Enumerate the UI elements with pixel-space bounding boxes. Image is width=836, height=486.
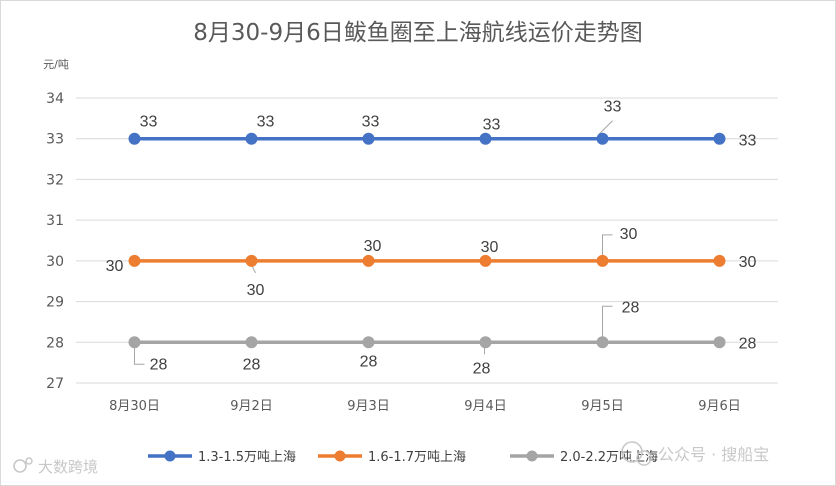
watermark-logo-icon-small — [25, 457, 33, 465]
chart-title: 8月30-9月6日鲅鱼圈至上海航线运价走势图 — [193, 20, 642, 46]
data-label: 33 — [483, 117, 501, 134]
legend-swatch-marker — [164, 450, 176, 462]
leader-line — [134, 346, 145, 365]
data-point — [713, 254, 726, 267]
legend-label: 1.3-1.5万吨上海 — [198, 450, 296, 465]
y-tick-label: 31 — [46, 213, 64, 229]
watermark-logo-icon — [13, 459, 27, 473]
y-tick-label: 33 — [46, 132, 64, 148]
x-tick-label: 9月5日 — [581, 399, 624, 414]
legend: 1.3-1.5万吨上海 1.6-1.7万吨上海 2.0-2.2万吨上海 — [148, 450, 658, 465]
data-point — [479, 254, 492, 267]
data-point — [245, 254, 258, 267]
series-group — [128, 132, 726, 349]
x-tick-label: 9月4日 — [464, 399, 507, 414]
y-tick-label: 27 — [46, 376, 64, 392]
data-labels: 33 33 33 33 33 33 30 30 30 30 30 30 28 28 28 28 28 28 — [106, 99, 757, 378]
data-point — [479, 132, 492, 145]
data-label: 33 — [604, 99, 622, 116]
data-point — [362, 132, 375, 145]
leader-line — [602, 305, 613, 339]
y-tick-label: 28 — [46, 335, 64, 351]
data-label: 30 — [364, 238, 382, 255]
leader-line — [602, 234, 613, 257]
data-label: 30 — [620, 226, 638, 243]
data-label: 28 — [473, 360, 491, 377]
data-label: 33 — [739, 133, 757, 150]
data-point — [596, 132, 609, 145]
watermark-left-text: 大数跨境 — [38, 458, 98, 476]
leader-line — [598, 120, 613, 136]
data-point — [245, 336, 258, 349]
x-tick-label: 8月30日 — [109, 399, 160, 414]
legend-label: 2.0-2.2万吨上海 — [560, 450, 658, 465]
y-tick-label: 29 — [46, 295, 64, 311]
watermark-right: 公众号 · 搜船宝 — [621, 441, 769, 466]
data-point — [713, 336, 726, 349]
data-label: 30 — [106, 258, 124, 275]
data-label: 28 — [243, 356, 261, 373]
data-point — [362, 336, 375, 349]
data-point — [596, 336, 609, 349]
data-point — [596, 254, 609, 267]
data-point — [479, 336, 492, 349]
y-tick-label: 34 — [46, 91, 64, 107]
data-label: 28 — [739, 335, 757, 352]
legend-swatch-marker — [334, 450, 346, 462]
y-axis-unit: 元/吨 — [43, 58, 69, 71]
data-label: 28 — [150, 356, 168, 373]
data-point — [128, 132, 141, 145]
data-label: 30 — [247, 282, 265, 299]
watermark-right-text: 公众号 · 搜船宝 — [658, 445, 769, 464]
label-leader-lines — [134, 120, 613, 365]
y-tick-label: 30 — [46, 254, 64, 270]
wechat-icon-small — [636, 450, 652, 466]
x-axis-ticks: 8月30日 9月2日 9月3日 9月4日 9月5日 9月6日 — [109, 399, 741, 414]
data-point — [128, 254, 141, 267]
data-label: 28 — [622, 299, 640, 316]
data-point — [713, 132, 726, 145]
data-label: 33 — [362, 114, 380, 131]
data-label: 30 — [481, 239, 499, 256]
data-label: 30 — [739, 254, 757, 271]
x-tick-label: 9月6日 — [698, 399, 741, 414]
data-point — [362, 254, 375, 267]
data-point — [128, 336, 141, 349]
data-label: 33 — [257, 114, 275, 131]
data-label: 33 — [140, 114, 158, 131]
data-label: 28 — [360, 353, 378, 370]
x-tick-label: 9月3日 — [347, 399, 390, 414]
legend-label: 1.6-1.7万吨上海 — [368, 450, 466, 465]
data-point — [245, 132, 258, 145]
legend-swatch-marker — [526, 450, 538, 462]
y-axis-ticks: 27 28 29 30 31 32 33 34 — [46, 91, 64, 392]
x-tick-label: 9月2日 — [230, 399, 273, 414]
y-tick-label: 32 — [46, 172, 64, 188]
watermark-left: 大数跨境 — [13, 457, 98, 476]
